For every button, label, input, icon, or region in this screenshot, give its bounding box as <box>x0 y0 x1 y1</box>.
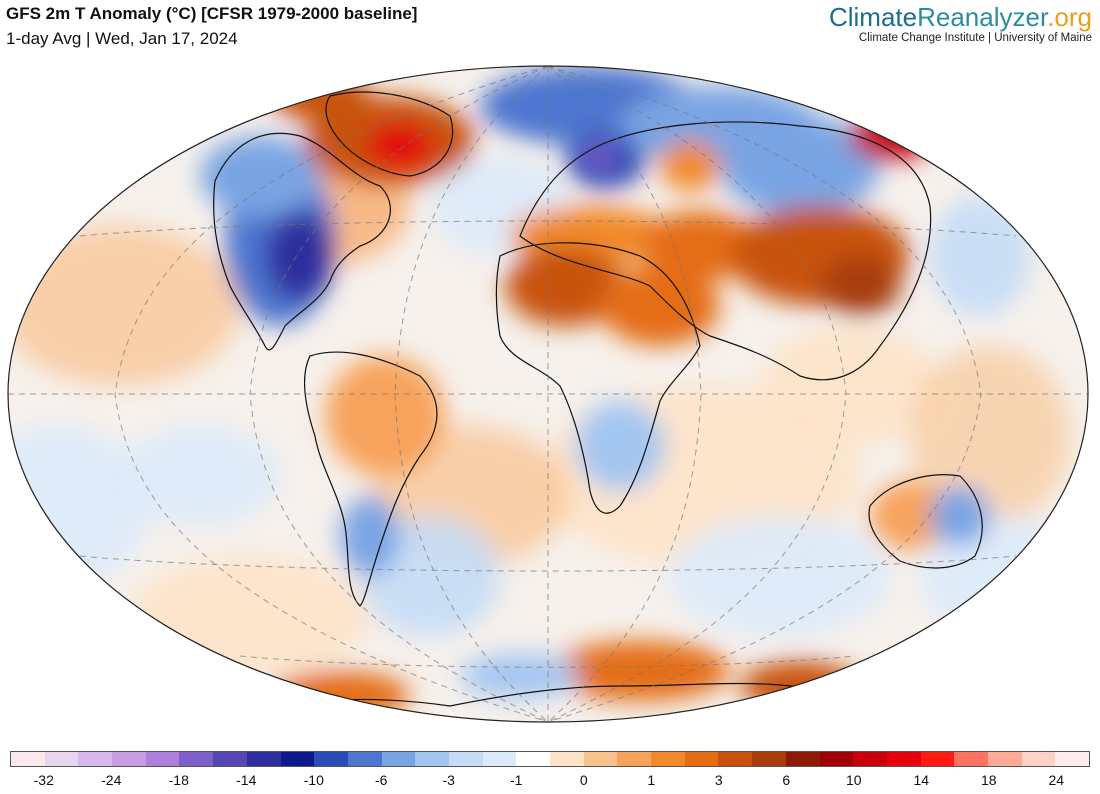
legend-swatch <box>347 752 382 766</box>
legend-swatch <box>920 752 955 766</box>
legend-swatch <box>415 752 449 766</box>
legend-swatch <box>583 752 618 766</box>
legend-tick-label: 24 <box>1048 772 1065 788</box>
legend-swatch <box>179 752 214 766</box>
legend-labels: -32-24-18-14-10-6-3-101361014182432 <box>10 772 1090 790</box>
legend-swatch <box>684 752 719 766</box>
legend-swatch <box>785 752 820 766</box>
legend-tick-label: -10 <box>303 772 324 788</box>
legend-swatch <box>448 752 483 766</box>
legend-tick-label: 3 <box>714 772 723 788</box>
australia-outline <box>868 474 983 569</box>
legend-tick-label: 0 <box>579 772 588 788</box>
anomaly-map <box>0 56 1100 736</box>
parallel-line <box>79 555 1017 572</box>
legend-swatch <box>1021 752 1056 766</box>
legend-tick-label: -18 <box>168 772 189 788</box>
legend-swatch <box>44 752 79 766</box>
legend-swatch <box>213 752 247 766</box>
map-field <box>8 66 1088 722</box>
legend-tick-label: 10 <box>845 772 862 788</box>
meridian-line <box>547 66 847 722</box>
legend-tick-label: -14 <box>236 772 257 788</box>
legend-swatch <box>11 752 45 766</box>
legend-swatch <box>280 752 315 766</box>
legend-swatch <box>112 752 146 766</box>
meridian-line <box>114 66 549 722</box>
legend-swatch <box>819 752 854 766</box>
map-svg <box>7 65 1089 723</box>
legend-swatch <box>987 752 1022 766</box>
greenland-outline <box>325 91 454 177</box>
legend-tick-label: 18 <box>980 772 997 788</box>
meridian-line <box>394 66 549 722</box>
south-america-outline <box>303 351 438 607</box>
brand-name: ClimateReanalyzer.org <box>828 2 1092 32</box>
color-legend: -32-24-18-14-10-6-3-101361014182432 <box>10 751 1090 791</box>
legend-swatch <box>516 752 550 766</box>
legend-swatch <box>246 752 281 766</box>
map-border <box>7 65 1089 723</box>
legend-tick-label: -1 <box>510 772 523 788</box>
legend-tick-label: -3 <box>442 772 455 788</box>
legend-swatch <box>314 752 348 766</box>
legend-swatch <box>617 752 652 766</box>
legend-swatch <box>718 752 753 766</box>
legend-swatch <box>482 752 517 766</box>
parallel-line <box>79 220 1017 237</box>
legend-tick-label: 1 <box>647 772 656 788</box>
legend-swatch <box>954 752 988 766</box>
legend-tick-label: 14 <box>913 772 930 788</box>
legend-swatch <box>381 752 416 766</box>
legend-tick-label: -6 <box>375 772 388 788</box>
legend-swatch <box>752 752 786 766</box>
meridian-line <box>249 66 549 722</box>
north-america-outline <box>213 132 391 351</box>
meridian-line <box>547 66 982 722</box>
legend-swatch <box>651 752 685 766</box>
meridian-line <box>547 66 702 722</box>
eurasia-outline <box>519 121 932 381</box>
parallel-line <box>239 655 857 668</box>
legend-swatch <box>886 752 921 766</box>
chart-title: GFS 2m T Anomaly (°C) [CFSR 1979-2000 ba… <box>6 4 418 23</box>
legend-swatch <box>853 752 887 766</box>
brand-tagline: Climate Change Institute | University of… <box>858 32 1092 44</box>
brand-logo[interactable]: ClimateReanalyzer.org Climate Change Ins… <box>829 2 1092 44</box>
legend-tick-label: 6 <box>782 772 791 788</box>
graticule <box>8 66 1088 722</box>
legend-swatch <box>550 752 584 766</box>
legend-colorbar <box>10 751 1090 767</box>
africa-outline <box>495 242 701 514</box>
legend-tick-label: -24 <box>101 772 122 788</box>
legend-swatch <box>145 752 180 766</box>
legend-tick-label: -32 <box>33 772 54 788</box>
chart-subtitle: 1-day Avg | Wed, Jan 17, 2024 <box>6 29 238 48</box>
legend-swatch <box>78 752 113 766</box>
legend-swatch <box>1055 752 1089 766</box>
